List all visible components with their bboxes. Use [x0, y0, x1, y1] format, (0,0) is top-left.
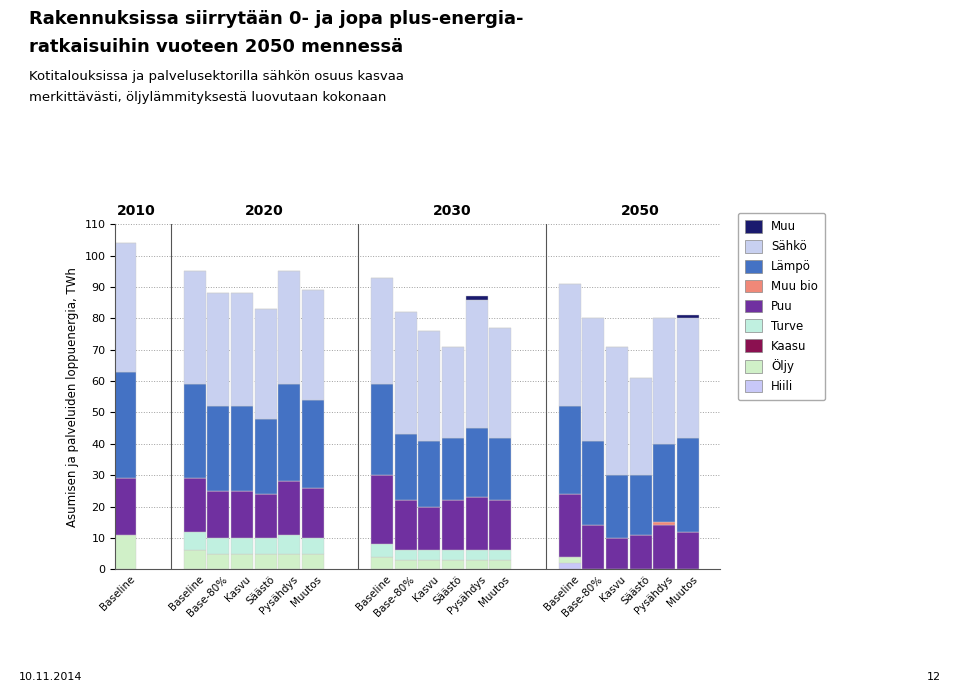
- Bar: [653, 525, 675, 569]
- Bar: [254, 494, 276, 538]
- Bar: [395, 560, 417, 569]
- Bar: [183, 478, 205, 531]
- Bar: [466, 297, 488, 299]
- Bar: [466, 560, 488, 569]
- Bar: [372, 384, 393, 475]
- Bar: [183, 551, 205, 569]
- Bar: [559, 406, 581, 494]
- Bar: [278, 384, 300, 482]
- Bar: [183, 531, 205, 551]
- Bar: [583, 525, 604, 569]
- Bar: [443, 437, 464, 500]
- Bar: [630, 475, 652, 535]
- Bar: [583, 441, 604, 525]
- Bar: [677, 315, 699, 318]
- Bar: [183, 271, 205, 384]
- Bar: [490, 437, 512, 500]
- Bar: [301, 400, 324, 488]
- Bar: [606, 475, 628, 538]
- Bar: [443, 551, 464, 560]
- Bar: [419, 551, 441, 560]
- Bar: [207, 553, 229, 569]
- Bar: [606, 538, 628, 569]
- Bar: [490, 560, 512, 569]
- Bar: [395, 551, 417, 560]
- Text: Kotitalouksissa ja palvelusektorilla sähkön osuus kasvaa: Kotitalouksissa ja palvelusektorilla säh…: [29, 70, 404, 83]
- Bar: [443, 500, 464, 551]
- Bar: [254, 309, 276, 419]
- Bar: [231, 406, 252, 491]
- Bar: [372, 557, 393, 569]
- Bar: [278, 535, 300, 553]
- Bar: [443, 560, 464, 569]
- Bar: [254, 538, 276, 553]
- Text: 2050: 2050: [620, 204, 660, 218]
- Text: ratkaisuihin vuoteen 2050 mennessä: ratkaisuihin vuoteen 2050 mennessä: [29, 38, 403, 56]
- Bar: [231, 491, 252, 538]
- Bar: [278, 553, 300, 569]
- Bar: [490, 551, 512, 560]
- Text: Rakennuksissa siirrytään 0- ja jopa plus-energia-: Rakennuksissa siirrytään 0- ja jopa plus…: [29, 10, 523, 28]
- Bar: [183, 384, 205, 478]
- Bar: [559, 494, 581, 557]
- Bar: [372, 277, 393, 384]
- Bar: [231, 538, 252, 553]
- Bar: [630, 378, 652, 475]
- Bar: [419, 441, 441, 506]
- Bar: [207, 538, 229, 553]
- Text: 2030: 2030: [433, 204, 471, 218]
- Bar: [653, 318, 675, 444]
- Bar: [677, 531, 699, 569]
- Bar: [207, 406, 229, 491]
- Bar: [466, 428, 488, 497]
- Bar: [583, 318, 604, 441]
- Bar: [419, 560, 441, 569]
- Bar: [301, 553, 324, 569]
- Text: 2010: 2010: [117, 204, 156, 218]
- Bar: [231, 553, 252, 569]
- Bar: [466, 551, 488, 560]
- Bar: [301, 488, 324, 538]
- Bar: [653, 444, 675, 522]
- Bar: [395, 500, 417, 551]
- Bar: [301, 290, 324, 400]
- Bar: [395, 312, 417, 435]
- Bar: [490, 500, 512, 551]
- Bar: [114, 243, 136, 372]
- Bar: [559, 563, 581, 569]
- Bar: [677, 437, 699, 531]
- Bar: [301, 538, 324, 553]
- Bar: [114, 535, 136, 569]
- Bar: [231, 293, 252, 406]
- Bar: [419, 331, 441, 441]
- Bar: [207, 293, 229, 406]
- Bar: [395, 435, 417, 500]
- Bar: [114, 478, 136, 535]
- Bar: [677, 318, 699, 437]
- Bar: [372, 544, 393, 557]
- Bar: [466, 299, 488, 428]
- Text: 2020: 2020: [246, 204, 284, 218]
- Bar: [559, 284, 581, 406]
- Bar: [443, 346, 464, 437]
- Bar: [653, 522, 675, 525]
- Bar: [606, 346, 628, 475]
- Bar: [207, 491, 229, 538]
- Bar: [630, 535, 652, 569]
- Bar: [254, 419, 276, 494]
- Bar: [278, 271, 300, 384]
- Text: merkittävästi, öljylämmityksestä luovutaan kokonaan: merkittävästi, öljylämmityksestä luovuta…: [29, 91, 386, 104]
- Bar: [254, 553, 276, 569]
- Text: 12: 12: [926, 672, 941, 682]
- Bar: [466, 497, 488, 551]
- Bar: [490, 328, 512, 437]
- Bar: [114, 372, 136, 478]
- Text: 10.11.2014: 10.11.2014: [19, 672, 83, 682]
- Bar: [559, 557, 581, 563]
- Legend: Muu, Sähkö, Lämpö, Muu bio, Puu, Turve, Kaasu, Öljy, Hiili: Muu, Sähkö, Lämpö, Muu bio, Puu, Turve, …: [738, 213, 825, 400]
- Bar: [372, 475, 393, 544]
- Y-axis label: Asumisen ja palveluiden loppuenergia, TWh: Asumisen ja palveluiden loppuenergia, TW…: [66, 267, 79, 526]
- Bar: [278, 482, 300, 535]
- Bar: [419, 506, 441, 551]
